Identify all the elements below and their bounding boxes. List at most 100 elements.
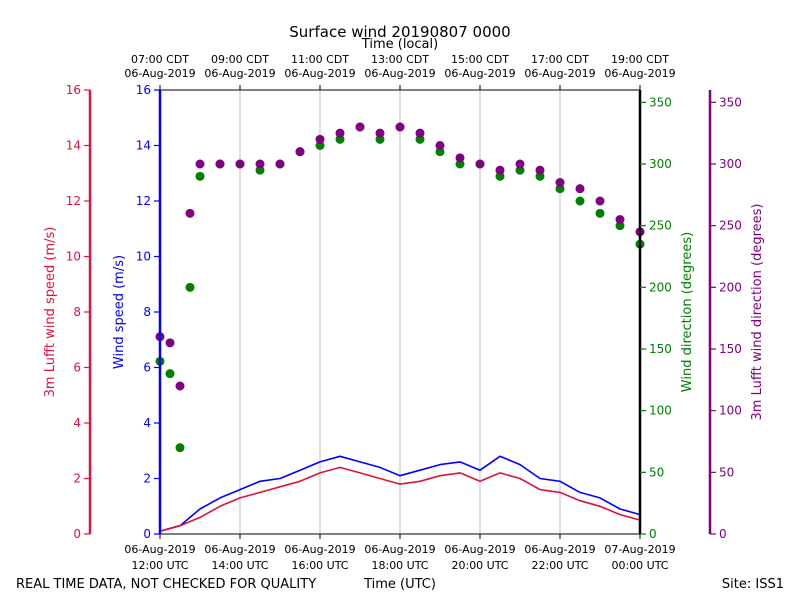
top-x-tick-time: 07:00 CDT — [131, 53, 189, 66]
lufft_speed-tick-label: 0 — [73, 527, 81, 541]
lufft_speed-tick-label: 2 — [73, 472, 81, 486]
top-x-tick-date: 06-Aug-2019 — [284, 67, 355, 80]
wind_speed-axis-label: Wind speed (m/s) — [112, 255, 127, 369]
wind_speed-tick-label: 8 — [143, 305, 151, 319]
bottom-x-tick-time: 20:00 UTC — [451, 559, 508, 572]
top-x-tick-time: 13:00 CDT — [371, 53, 429, 66]
lufft_dir-tick-label: 350 — [719, 95, 742, 109]
3m-lufft-wind-direction-point — [555, 178, 565, 187]
bottom-x-tick-date: 06-Aug-2019 — [204, 543, 275, 556]
wind_dir-tick-label: 100 — [649, 404, 672, 418]
3m-lufft-wind-direction-point — [575, 184, 585, 194]
wind_dir-axis-label: Wind direction (degrees) — [680, 232, 695, 392]
3m-lufft-wind-direction-point — [375, 128, 385, 138]
3m-lufft-wind-direction-point — [275, 159, 285, 169]
lufft_dir-axis-label: 3m Lufft wind direction (degrees) — [750, 204, 765, 421]
3m-lufft-wind-direction-point — [195, 159, 205, 169]
wind-direction-point — [375, 134, 385, 144]
3m-lufft-wind-direction-point — [255, 159, 265, 169]
wind_dir-tick-label: 300 — [649, 157, 672, 171]
top-x-tick-date: 06-Aug-2019 — [204, 67, 275, 80]
wind-direction-point — [165, 369, 175, 379]
wind_speed-tick-label: 2 — [143, 472, 151, 486]
lufft_speed-tick-label: 14 — [66, 139, 81, 153]
top-x-tick-time: 17:00 CDT — [531, 53, 589, 66]
3m-lufft-wind-direction-point — [515, 159, 525, 169]
bottom-x-tick-time: 22:00 UTC — [531, 559, 588, 572]
top-x-tick-date: 06-Aug-2019 — [124, 67, 195, 80]
wind-direction-point — [335, 134, 345, 144]
wind-direction-point — [455, 159, 465, 169]
bottom-x-tick-time: 00:00 UTC — [611, 559, 668, 572]
3m-lufft-wind-direction-point — [475, 159, 485, 169]
wind-direction-point — [315, 141, 325, 150]
lufft_dir-tick-label: 300 — [719, 157, 742, 171]
bottom-x-tick-date: 06-Aug-2019 — [124, 543, 195, 556]
wind-direction-point — [515, 165, 525, 175]
lufft_speed-tick-label: 8 — [73, 305, 81, 319]
3m-lufft-wind-direction-point — [185, 208, 195, 218]
3m-lufft-wind-direction-point — [615, 215, 625, 224]
3m-lufft-wind-direction-point — [165, 338, 175, 348]
lufft_speed-tick-label: 4 — [73, 416, 81, 430]
wind_speed-tick-label: 0 — [143, 527, 151, 541]
top-x-tick-time: 09:00 CDT — [211, 53, 269, 66]
bottom-x-axis-label: Time (UTC) — [363, 577, 436, 592]
wind_speed-tick-label: 4 — [143, 416, 151, 430]
lufft_dir-tick-label: 50 — [719, 465, 734, 479]
3m-lufft-wind-direction-point — [495, 165, 505, 175]
wind_speed-tick-label: 14 — [136, 139, 151, 153]
quality-disclaimer: REAL TIME DATA, NOT CHECKED FOR QUALITY — [16, 577, 316, 592]
3m-lufft-wind-direction-point — [535, 165, 545, 175]
wind-direction-point — [435, 147, 445, 157]
wind-direction-point — [615, 221, 625, 231]
lufft_speed-tick-label: 10 — [66, 250, 81, 264]
wind_speed-tick-label: 6 — [143, 361, 151, 375]
bottom-x-tick-date: 06-Aug-2019 — [364, 543, 435, 556]
3m-lufft-wind-direction-point — [295, 147, 305, 157]
data-layer — [155, 122, 645, 532]
wind-direction-point — [415, 134, 425, 144]
wind-direction-point — [535, 171, 545, 181]
lufft_dir-tick-label: 100 — [719, 404, 742, 418]
bottom-x-tick-time: 14:00 UTC — [211, 559, 268, 572]
wind-direction-point — [575, 196, 585, 206]
3m-lufft-wind-direction-point — [235, 159, 245, 169]
top-x-tick-time: 11:00 CDT — [291, 53, 349, 66]
wind_dir-tick-label: 0 — [649, 527, 657, 541]
axes-layer: 06-Aug-2019 12:00 UTC 06-Aug-2019 14:00 UTC… — [43, 53, 765, 572]
lufft_dir-tick-label: 250 — [719, 219, 742, 233]
3m-lufft-wind-direction-point — [435, 141, 445, 150]
lufft_speed-axis-label: 3m Lufft wind speed (m/s) — [43, 227, 58, 398]
top-x-tick-date: 06-Aug-2019 — [364, 67, 435, 80]
3m-lufft-wind-direction-point — [395, 122, 405, 132]
bottom-x-tick-time: 16:00 UTC — [291, 559, 348, 572]
lufft_dir-tick-label: 0 — [719, 527, 727, 541]
bottom-x-tick-date: 06-Aug-2019 — [444, 543, 515, 556]
lufft_speed-tick-label: 6 — [73, 361, 81, 375]
top-x-axis-label: Time (local) — [361, 37, 438, 52]
lufft_speed-tick-label: 16 — [66, 83, 81, 97]
3m-lufft-wind-direction-point — [595, 196, 605, 206]
site-label: Site: ISS1 — [722, 577, 784, 592]
bottom-x-tick-time: 18:00 UTC — [371, 559, 428, 572]
top-x-tick-time: 15:00 CDT — [451, 53, 509, 66]
chart-title: Surface wind 20190807 0000 — [289, 23, 510, 41]
3m-lufft-wind-direction-point — [315, 134, 325, 144]
3m-lufft-wind-speed-line — [159, 466, 641, 532]
top-x-tick-date: 06-Aug-2019 — [444, 67, 515, 80]
wind-direction-point — [185, 282, 195, 292]
wind-direction-point — [495, 171, 505, 181]
3m-lufft-wind-direction-point — [215, 159, 225, 169]
lufft_dir-tick-label: 150 — [719, 342, 742, 356]
bottom-x-tick-date: 06-Aug-2019 — [524, 543, 595, 556]
wind_dir-tick-label: 250 — [649, 219, 672, 233]
wind_speed-tick-label: 16 — [136, 83, 151, 97]
wind-direction-point — [255, 165, 265, 175]
wind_speed-tick-label: 12 — [136, 194, 151, 208]
wind_speed-tick-label: 10 — [136, 250, 151, 264]
top-x-tick-time: 19:00 CDT — [611, 53, 669, 66]
wind_dir-tick-label: 200 — [649, 280, 672, 294]
wind-speed-line — [159, 455, 641, 532]
top-x-tick-date: 06-Aug-2019 — [524, 67, 595, 80]
